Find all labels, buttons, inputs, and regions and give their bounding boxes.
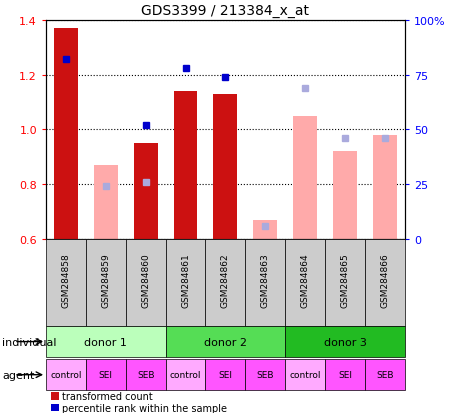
Bar <box>285 240 325 326</box>
Bar <box>125 240 165 326</box>
Bar <box>325 359 364 390</box>
Bar <box>325 240 364 326</box>
Bar <box>86 359 125 390</box>
Bar <box>245 359 285 390</box>
Text: agent: agent <box>2 370 34 380</box>
Text: GSM284861: GSM284861 <box>181 253 190 307</box>
Bar <box>165 359 205 390</box>
Text: SEI: SEI <box>218 370 232 379</box>
Bar <box>86 240 125 326</box>
Bar <box>134 144 157 240</box>
Text: individual: individual <box>2 337 56 347</box>
Text: GSM284860: GSM284860 <box>141 253 150 307</box>
Bar <box>94 166 118 240</box>
Bar <box>125 359 165 390</box>
Text: SEI: SEI <box>337 370 351 379</box>
Bar <box>205 359 245 390</box>
Bar <box>285 326 404 357</box>
Text: SEB: SEB <box>137 370 154 379</box>
Bar <box>46 240 86 326</box>
Title: GDS3399 / 213384_x_at: GDS3399 / 213384_x_at <box>141 4 309 18</box>
Bar <box>332 152 356 240</box>
Text: control: control <box>50 370 82 379</box>
Text: donor 3: donor 3 <box>323 337 366 347</box>
Text: GSM284865: GSM284865 <box>340 253 349 307</box>
Bar <box>372 135 396 240</box>
Text: GSM284863: GSM284863 <box>260 253 269 307</box>
Text: GSM284859: GSM284859 <box>101 253 110 307</box>
Text: GSM284864: GSM284864 <box>300 253 309 307</box>
Text: transformed count: transformed count <box>62 391 152 401</box>
Bar <box>165 240 205 326</box>
Bar <box>245 240 285 326</box>
Text: SEI: SEI <box>99 370 112 379</box>
Text: donor 1: donor 1 <box>84 337 127 347</box>
Bar <box>213 95 237 240</box>
Bar <box>292 116 316 240</box>
Bar <box>364 359 404 390</box>
Text: donor 2: donor 2 <box>203 337 246 347</box>
Text: GSM284866: GSM284866 <box>380 253 388 307</box>
Bar <box>46 326 165 357</box>
Text: SEB: SEB <box>256 370 274 379</box>
Text: percentile rank within the sample: percentile rank within the sample <box>62 403 227 413</box>
Bar <box>54 29 78 240</box>
Bar <box>364 240 404 326</box>
Text: GSM284862: GSM284862 <box>220 253 230 307</box>
Bar <box>134 177 157 240</box>
Bar <box>165 326 285 357</box>
Text: control: control <box>169 370 201 379</box>
Text: GSM284858: GSM284858 <box>62 253 70 307</box>
Bar <box>285 359 325 390</box>
Bar <box>46 359 86 390</box>
Text: SEB: SEB <box>375 370 393 379</box>
Bar <box>253 221 277 240</box>
Bar <box>173 92 197 240</box>
Text: control: control <box>289 370 320 379</box>
Bar <box>205 240 245 326</box>
